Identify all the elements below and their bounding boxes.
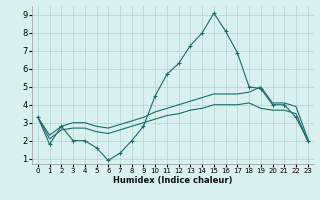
X-axis label: Humidex (Indice chaleur): Humidex (Indice chaleur) xyxy=(113,176,233,185)
